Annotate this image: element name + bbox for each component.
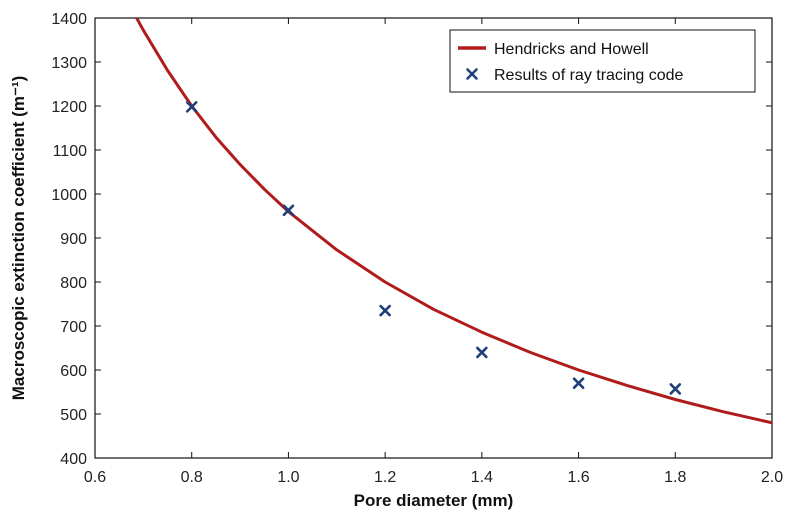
y-tick-label: 1100 (53, 143, 88, 160)
x-tick-label: 1.0 (277, 469, 299, 486)
data-point-ray-tracing (476, 346, 488, 359)
y-tick-label: 1300 (51, 55, 87, 72)
x-tick-label: 0.6 (84, 469, 106, 486)
x-axis-title: Pore diameter (mm) (354, 491, 514, 510)
y-axis-ticks: 400 500 600 700 800 900 1000 1100 1200 1300 1400 (51, 11, 772, 468)
y-tick-label: 600 (60, 363, 87, 380)
y-tick-label: 1200 (51, 99, 87, 116)
y-tick-label: 900 (60, 231, 87, 248)
plot-area: 0.6 0.8 1.0 1.2 1.4 1.6 1.8 2.0 400 500 600 700 800… (51, 11, 783, 486)
data-point-ray-tracing (669, 383, 682, 395)
legend-x-marker-swatch (466, 68, 478, 80)
legend-label-hendricks-howell: Hendricks and Howell (494, 41, 649, 58)
x-tick-label: 0.8 (181, 469, 203, 486)
x-tick-label: 1.2 (374, 469, 396, 486)
x-tick-label: 1.6 (567, 469, 589, 486)
data-point-ray-tracing (379, 304, 391, 317)
y-axis-title: Macroscopic extinction coefficient (m⁻¹) (9, 76, 28, 400)
data-point-ray-tracing (572, 377, 585, 390)
series-line-hendricks-howell (134, 18, 772, 425)
y-tick-label: 1400 (51, 11, 87, 28)
data-point-ray-tracing (282, 204, 295, 217)
series-layer (134, 18, 772, 425)
legend-x-marker (466, 68, 478, 80)
x-tick-label: 1.8 (664, 469, 686, 486)
y-tick-label: 500 (60, 407, 87, 424)
y-tick-label: 400 (60, 451, 87, 468)
y-tick-label: 1000 (51, 187, 87, 204)
x-tick-label: 1.4 (471, 469, 493, 486)
x-axis-ticks: 0.6 0.8 1.0 1.2 1.4 1.6 1.8 2.0 (84, 18, 783, 486)
legend: Hendricks and Howell Results of ray trac… (449, 29, 756, 93)
x-tick-label: 2.0 (761, 469, 783, 486)
legend-label-ray-tracing: Results of ray tracing code (494, 67, 684, 84)
data-point-ray-tracing (185, 101, 198, 113)
legend-box (449, 29, 756, 93)
y-tick-label: 800 (60, 275, 87, 292)
y-tick-label: 700 (60, 319, 87, 336)
